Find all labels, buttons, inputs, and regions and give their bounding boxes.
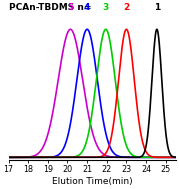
Text: 5: 5 bbox=[67, 3, 74, 12]
Text: 4: 4 bbox=[84, 3, 90, 12]
Text: 1: 1 bbox=[154, 3, 160, 12]
Text: 3: 3 bbox=[103, 3, 109, 12]
Text: 2: 2 bbox=[123, 3, 130, 12]
X-axis label: Elution Time(min): Elution Time(min) bbox=[52, 177, 132, 186]
Text: PCAn-TBDMS n=: PCAn-TBDMS n= bbox=[9, 3, 94, 12]
